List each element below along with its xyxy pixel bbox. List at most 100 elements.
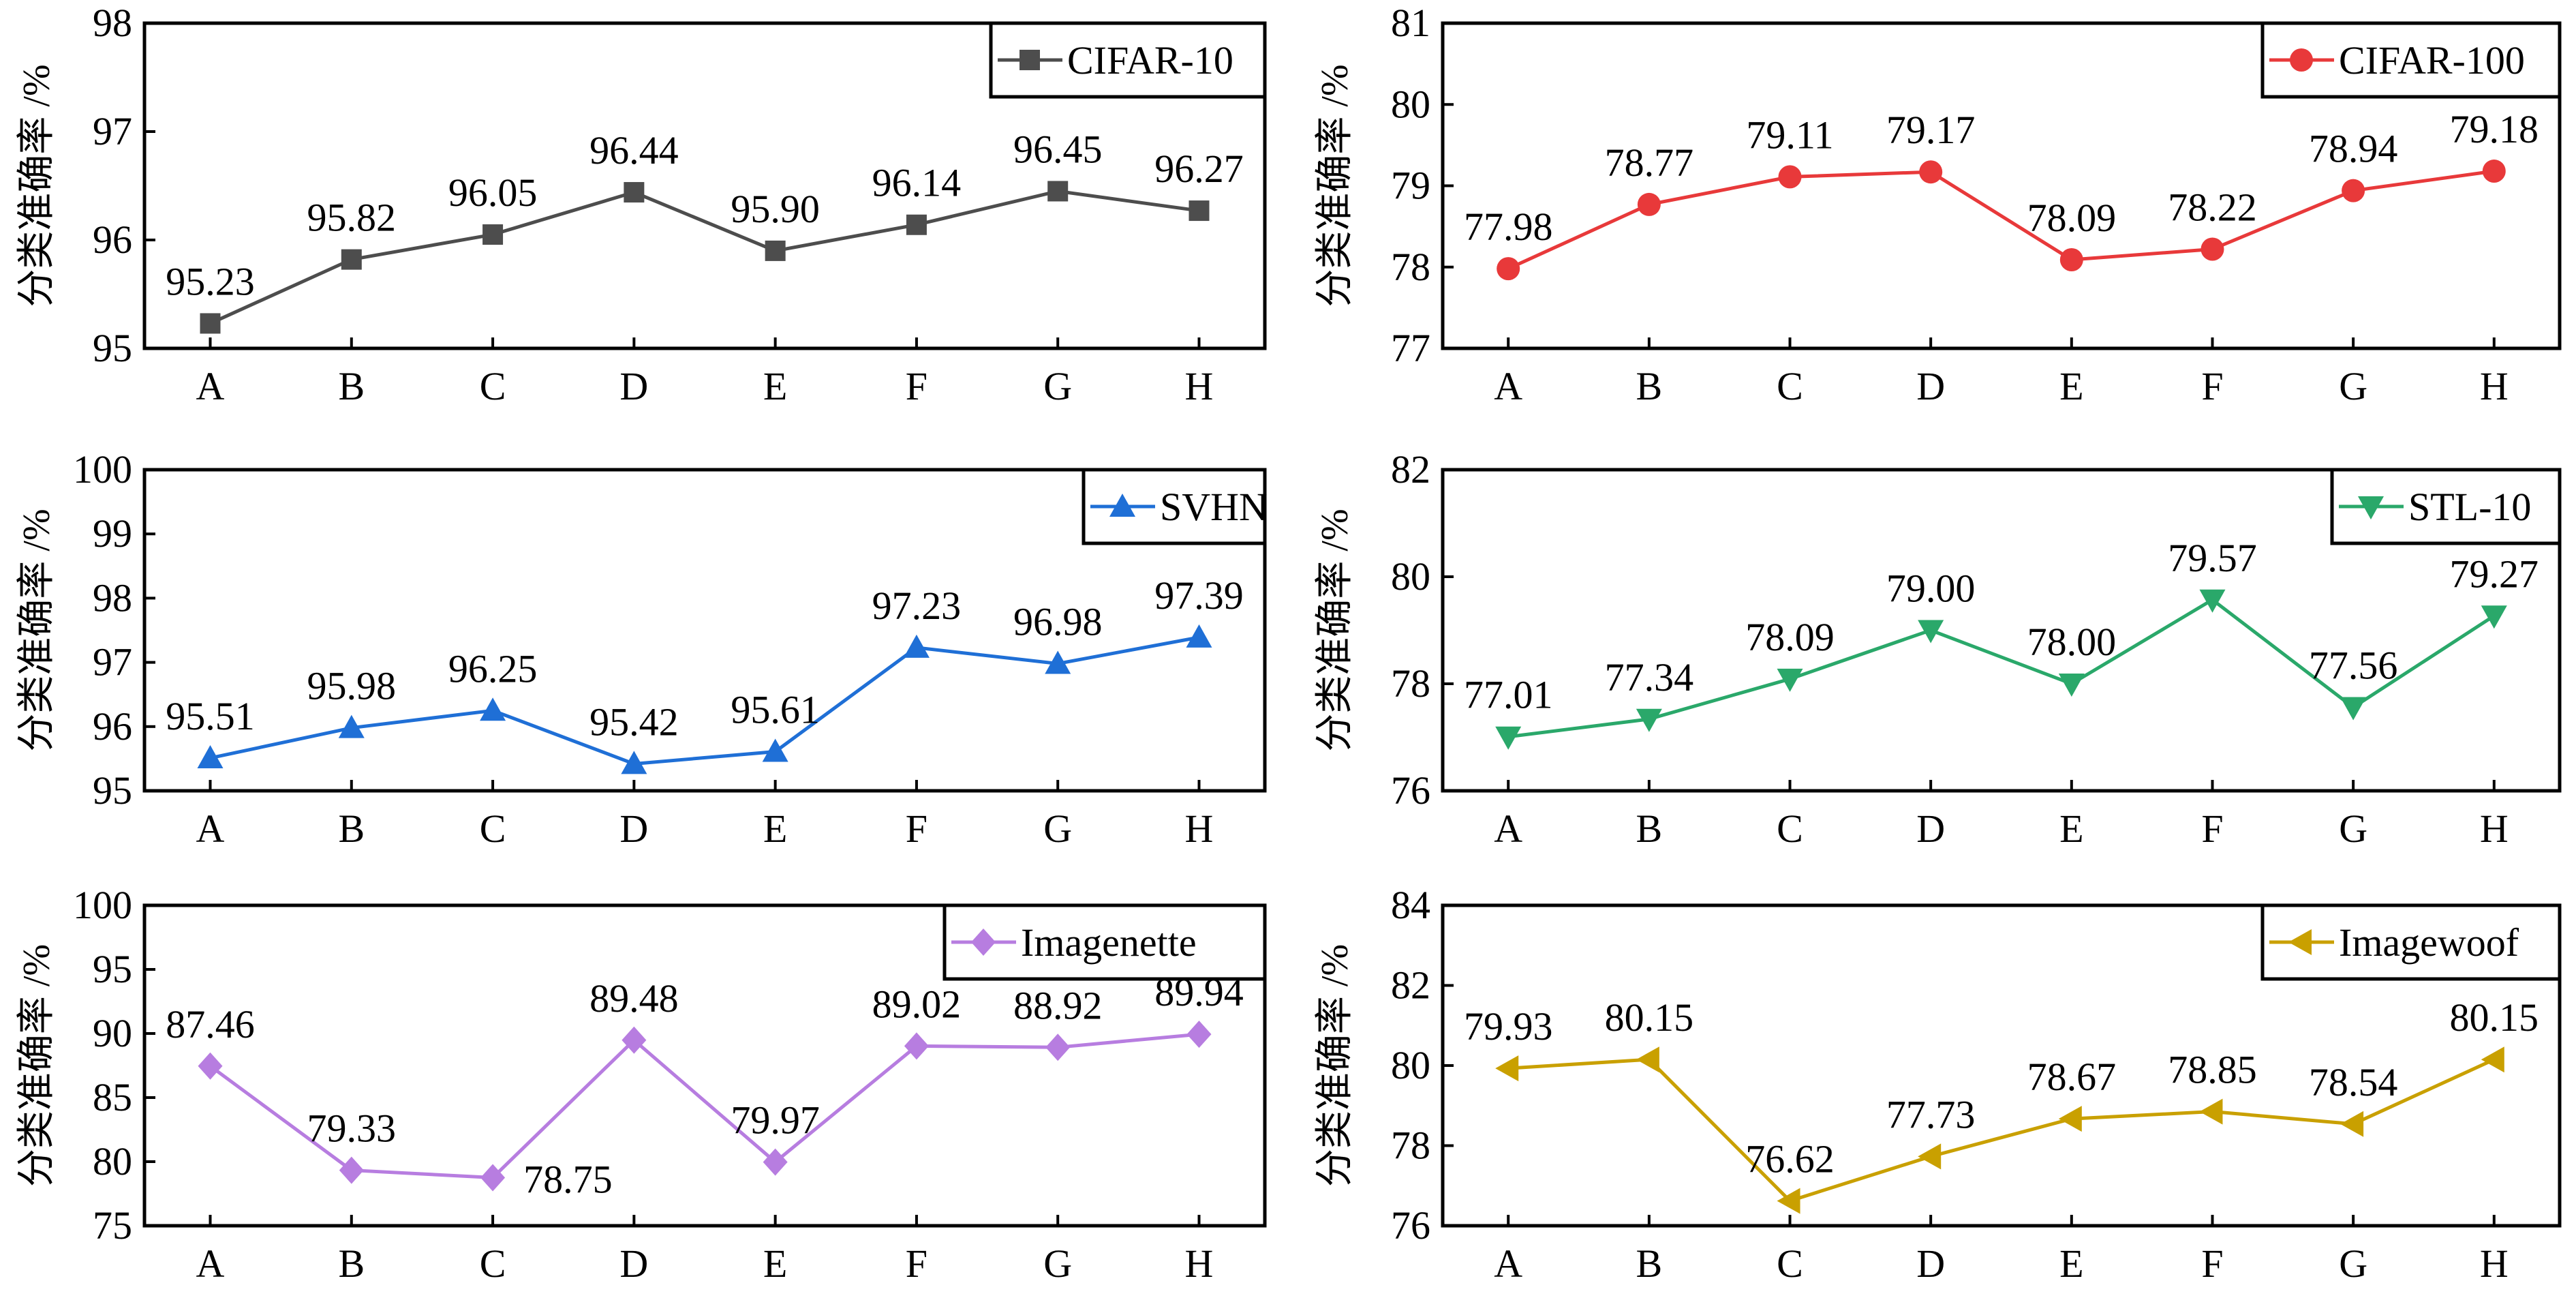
data-label: 77.34 xyxy=(1605,655,1694,699)
x-tick-label: D xyxy=(619,1241,648,1286)
x-tick-label: B xyxy=(338,1241,365,1286)
y-tick-label: 96 xyxy=(93,217,132,262)
marker-triangle-up xyxy=(1109,494,1135,517)
legend-label: CIFAR-10 xyxy=(1067,38,1233,82)
chart-panel-imagewoof: 76 78 80 82 84 A B C D E F G H 分类准确率 /% 79.93 80.15 76.6… xyxy=(1314,883,2562,1286)
marker-triangle-up xyxy=(621,751,647,774)
marker-triangle-left xyxy=(2288,929,2312,955)
marker-circle xyxy=(2290,48,2313,72)
x-tick-label: E xyxy=(763,1241,787,1286)
x-tick-label: F xyxy=(906,1241,927,1286)
data-label: 78.85 xyxy=(2168,1048,2257,1092)
marker-square xyxy=(906,214,927,235)
data-label: 95.42 xyxy=(589,699,679,744)
x-tick-label: H xyxy=(2480,806,2509,851)
series-line xyxy=(1507,169,2495,271)
x-tick-label: F xyxy=(906,806,927,851)
marker-triangle-left xyxy=(1636,1046,1659,1073)
chart-panel-cifar-100: 77 78 79 80 81 A B C D E F G H 分类准确率 /% 77.98 78.77 79.1… xyxy=(1314,1,2562,408)
data-label: 78.22 xyxy=(2168,185,2257,230)
y-axis-label: 分类准确率 /% xyxy=(16,944,58,1187)
x-tick-label: E xyxy=(2059,806,2083,851)
marker-diamond xyxy=(480,1164,506,1192)
x-tick-label: B xyxy=(338,806,365,851)
marker-square xyxy=(624,182,645,203)
marker-triangle-up xyxy=(903,634,930,658)
y-tick-label: 99 xyxy=(93,511,132,556)
data-label: 79.97 xyxy=(731,1098,820,1143)
y-axis-label: 分类准确率 /% xyxy=(16,509,58,751)
data-label: 79.11 xyxy=(1746,112,1833,157)
data-label: 89.48 xyxy=(589,976,679,1021)
data-label: 79.57 xyxy=(2168,536,2257,580)
x-tick-label: E xyxy=(763,364,787,408)
x-tick-label: D xyxy=(619,364,648,408)
y-tick-label: 100 xyxy=(73,883,132,927)
data-label: 95.61 xyxy=(731,688,820,732)
plot-frame xyxy=(142,468,1267,793)
y-tick-label: 90 xyxy=(93,1011,132,1055)
legend-label: Imagenette xyxy=(1021,920,1197,965)
data-label: 95.90 xyxy=(731,187,820,231)
y-tick-label: 98 xyxy=(93,575,132,620)
data-label: 95.82 xyxy=(307,196,397,240)
x-tick-label: F xyxy=(2201,1241,2223,1286)
y-tick-label: 95 xyxy=(93,768,132,813)
data-label: 78.09 xyxy=(2027,196,2117,240)
y-tick-label: 95 xyxy=(93,947,132,991)
y-tick-label: 100 xyxy=(73,447,132,492)
x-tick-label: F xyxy=(2201,364,2223,408)
marker-circle xyxy=(2059,248,2083,272)
data-label: 78.94 xyxy=(2309,127,2398,171)
y-tick-label: 97 xyxy=(93,640,132,684)
y-tick-label: 78 xyxy=(1391,661,1430,706)
marker-triangle-up xyxy=(1045,650,1071,674)
chart-panel-cifar-10: 95 96 97 98 A B C D E F G H 分类准确率 /% 95.23 95.82 96.05 9… xyxy=(16,1,1267,408)
marker-circle xyxy=(1637,192,1661,216)
marker-circle xyxy=(2201,237,2224,261)
data-label: 79.93 xyxy=(1464,1004,1553,1048)
marker-square xyxy=(482,224,504,245)
x-tick-label: C xyxy=(480,806,506,851)
data-label: 79.00 xyxy=(1886,567,1976,611)
data-label: 89.02 xyxy=(872,982,962,1026)
x-tick-label: A xyxy=(196,806,225,851)
marker-square xyxy=(765,240,786,261)
marker-triangle-left xyxy=(1918,1143,1942,1170)
y-tick-label: 82 xyxy=(1391,963,1430,1008)
x-tick-label: A xyxy=(1494,364,1522,408)
marker-diamond xyxy=(763,1148,788,1176)
marker-triangle-up xyxy=(197,744,224,768)
y-tick-label: 79 xyxy=(1391,164,1430,208)
marker-square xyxy=(1189,200,1210,222)
x-tick-label: A xyxy=(196,1241,225,1286)
marker-triangle-left xyxy=(2340,1111,2364,1137)
marker-circle xyxy=(1919,160,1943,184)
x-tick-label: H xyxy=(1185,1241,1214,1286)
marker-triangle-down xyxy=(2481,605,2507,629)
x-tick-label: C xyxy=(480,364,506,408)
y-tick-label: 82 xyxy=(1391,447,1430,492)
x-tick-label: F xyxy=(2201,806,2223,851)
chart-panel-imagenette: 75 80 85 90 95 100 A B C D E F G H 分类准确率 /% 87.46 79.33 7… xyxy=(16,883,1267,1286)
x-tick-label: H xyxy=(2480,364,2509,408)
marker-triangle-left xyxy=(2481,1046,2504,1073)
y-tick-label: 95 xyxy=(93,326,132,370)
y-tick-label: 80 xyxy=(1391,82,1430,126)
series-line xyxy=(209,1032,1199,1180)
data-label: 96.44 xyxy=(589,128,679,172)
marker-diamond xyxy=(1045,1033,1071,1061)
y-tick-label: 81 xyxy=(1391,1,1430,45)
plot-frame xyxy=(142,21,1267,350)
data-label: 96.27 xyxy=(1154,147,1244,191)
data-label: 78.67 xyxy=(2027,1055,2117,1099)
legend-label: Imagewoof xyxy=(2339,920,2519,965)
data-label: 79.33 xyxy=(307,1106,397,1151)
data-label: 96.98 xyxy=(1013,599,1103,644)
plot-frame xyxy=(1441,468,2562,793)
y-tick-label: 98 xyxy=(93,1,132,45)
series-line xyxy=(1508,1057,2495,1203)
x-tick-label: D xyxy=(1916,364,1945,408)
x-tick-label: G xyxy=(1043,1241,1072,1286)
y-tick-label: 75 xyxy=(93,1203,132,1248)
